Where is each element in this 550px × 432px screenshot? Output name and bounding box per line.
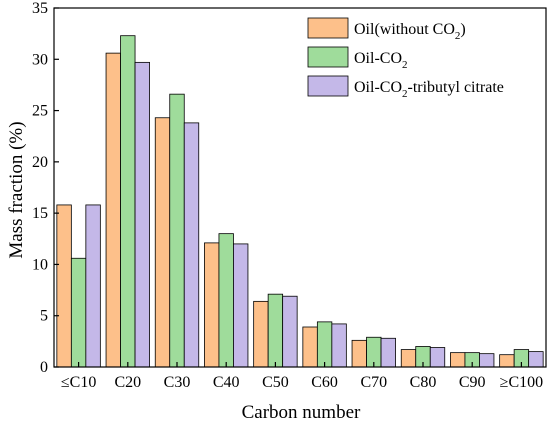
y-tick-label: 10 <box>32 256 48 273</box>
bar-series-3-cat-7 <box>380 337 396 368</box>
axes-layer <box>53 7 547 368</box>
bar-series-2-cat-3 <box>169 93 185 368</box>
bar-series-2-cat-6 <box>316 321 333 368</box>
legend-swatch-3 <box>307 75 349 97</box>
legend-label-base: Oil(without CO <box>354 21 455 38</box>
legend-label-1: Oil(without CO2) <box>354 21 466 42</box>
x-tick-label: C90 <box>459 374 486 391</box>
legend-label-base: Oil-CO <box>354 79 402 96</box>
x-tick-label: C70 <box>360 374 387 391</box>
legend-label-tail: -tributyl citrate <box>408 79 504 96</box>
legend-label-subscript: 2 <box>402 59 408 71</box>
bar-series-3-cat-2 <box>134 61 150 368</box>
legend-swatch-1 <box>307 17 349 39</box>
y-tick-label: 35 <box>32 0 48 17</box>
bar-series-1-cat-2 <box>105 52 121 368</box>
plot-frame <box>53 7 547 368</box>
y-tick-label: 25 <box>32 103 48 120</box>
legend-label-base: Oil-CO <box>354 50 402 67</box>
ticks-layer: 0 5 10 15 20 25 30 35 ≤C10 C20 C30 C40 C50 C60 C70 C80 C… <box>32 0 543 391</box>
bar-series-2-cat-2 <box>120 35 136 368</box>
y-tick-label: 0 <box>40 359 48 376</box>
x-tick-label: C50 <box>262 374 289 391</box>
x-tick-label: C60 <box>311 374 338 391</box>
bar-series-3-cat-3 <box>183 122 200 368</box>
legend-label-2: Oil-CO2 <box>354 50 408 71</box>
legend: Oil(without CO2)Oil-CO2Oil-CO2-tributyl … <box>307 17 504 100</box>
legend-label-tail: ) <box>460 21 465 38</box>
bar-series-3-cat-9 <box>479 353 495 368</box>
x-tick-label: ≥C100 <box>500 374 543 391</box>
bar-series-1-cat-7 <box>351 339 367 368</box>
y-tick-label: 5 <box>40 308 48 325</box>
x-tick-label: C40 <box>213 374 240 391</box>
bar-series-1-cat-9 <box>450 352 466 368</box>
bar-series-1-cat-3 <box>154 117 171 368</box>
y-tick-label: 15 <box>32 205 48 222</box>
x-tick-label: ≤C10 <box>61 374 96 391</box>
bar-series-1-cat-6 <box>302 326 318 368</box>
bar-series-3-cat-4 <box>233 243 249 368</box>
bar-series-1-cat-10 <box>499 354 515 368</box>
x-tick-label: C80 <box>410 374 437 391</box>
x-tick-label: C30 <box>164 374 191 391</box>
legend-label-3: Oil-CO2-tributyl citrate <box>354 79 504 100</box>
bar-series-3-cat-5 <box>282 295 298 368</box>
bar-series-3-cat-6 <box>331 323 347 368</box>
x-tick-label: C20 <box>114 374 141 391</box>
legend-swatch-2 <box>307 46 349 68</box>
bar-series-1-cat-1 <box>56 204 72 368</box>
legend-label-subscript: 2 <box>455 30 461 42</box>
bar-series-3-cat-8 <box>429 347 446 368</box>
y-tick-label: 30 <box>32 51 48 68</box>
bar-series-3-cat-1 <box>85 204 101 368</box>
bar-series-1-cat-4 <box>204 242 220 368</box>
x-axis-title: Carbon number <box>242 402 361 423</box>
bar-series-2-cat-5 <box>267 293 284 368</box>
y-axis-title: Mass fraction (%) <box>6 121 27 258</box>
bar-series-2-cat-4 <box>218 233 234 368</box>
bar-series-1-cat-8 <box>400 349 417 368</box>
legend-label-subscript: 2 <box>402 88 408 100</box>
y-tick-label: 20 <box>32 154 48 171</box>
bar-series-1-cat-5 <box>253 300 269 368</box>
bar-series-3-cat-10 <box>528 351 544 368</box>
bar-series-2-cat-1 <box>70 257 87 368</box>
